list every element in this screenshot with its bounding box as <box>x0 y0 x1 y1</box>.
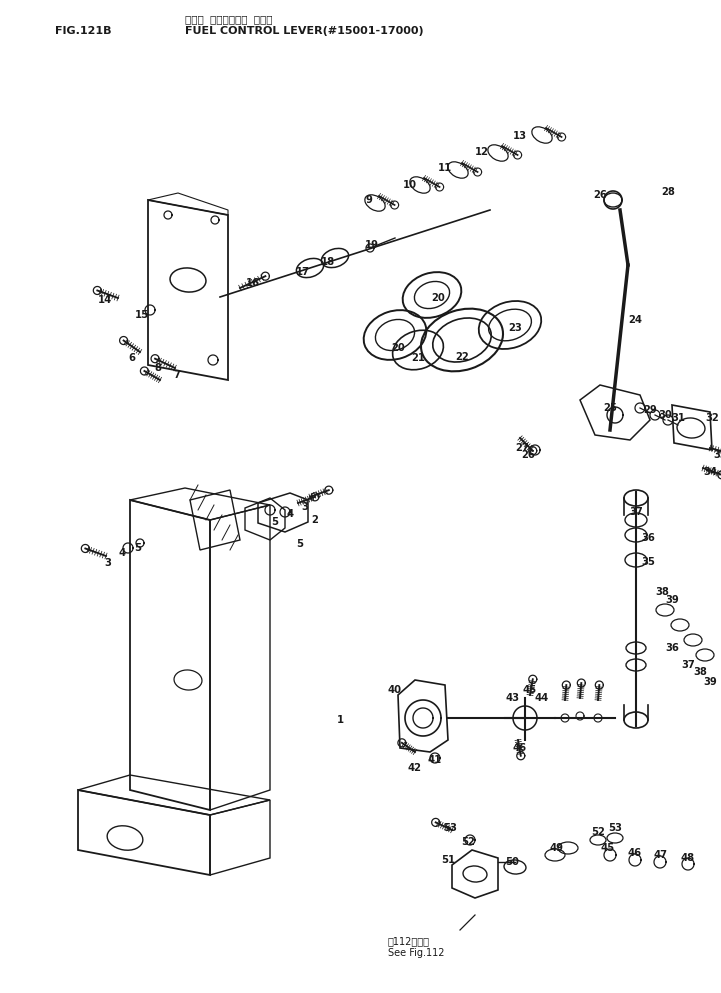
Text: 21: 21 <box>411 353 425 363</box>
Text: 19: 19 <box>365 240 379 250</box>
Text: 47: 47 <box>653 850 667 860</box>
Text: 16: 16 <box>246 278 260 288</box>
Text: 35: 35 <box>641 557 655 567</box>
Text: See Fig.112: See Fig.112 <box>388 948 445 958</box>
Text: 20: 20 <box>391 343 405 353</box>
Text: 33: 33 <box>713 450 721 460</box>
Text: 36: 36 <box>665 643 679 653</box>
Text: 20: 20 <box>431 293 445 303</box>
Text: 52: 52 <box>591 827 605 837</box>
Text: 46: 46 <box>513 743 527 753</box>
Text: 22: 22 <box>455 352 469 362</box>
Text: 37: 37 <box>629 507 643 517</box>
Text: 26: 26 <box>521 450 535 460</box>
Text: 5: 5 <box>272 517 278 527</box>
Text: 25: 25 <box>603 403 617 413</box>
Text: 39: 39 <box>665 595 679 605</box>
Text: 29: 29 <box>643 405 657 415</box>
Text: 42: 42 <box>408 763 422 773</box>
Text: 30: 30 <box>658 410 672 420</box>
Text: 39: 39 <box>703 677 717 687</box>
Text: FUEL CONTROL LEVER(#15001-17000): FUEL CONTROL LEVER(#15001-17000) <box>185 26 424 36</box>
Text: 5: 5 <box>135 543 141 553</box>
Text: 18: 18 <box>321 257 335 267</box>
Text: 53: 53 <box>608 823 622 833</box>
Text: 11: 11 <box>438 163 452 173</box>
Text: 6: 6 <box>128 353 136 363</box>
Text: 38: 38 <box>693 667 707 677</box>
Text: 38: 38 <box>655 587 669 597</box>
Text: 1: 1 <box>337 715 344 725</box>
Text: 13: 13 <box>513 131 527 141</box>
Text: 3: 3 <box>105 558 112 568</box>
Text: 15: 15 <box>135 310 149 320</box>
Text: 53: 53 <box>443 823 457 833</box>
Text: 3: 3 <box>301 502 309 512</box>
Text: 41: 41 <box>428 755 442 765</box>
Text: 8: 8 <box>154 363 162 373</box>
Text: 4: 4 <box>286 509 293 519</box>
Text: 17: 17 <box>296 267 310 277</box>
Text: 9: 9 <box>366 195 373 205</box>
Text: 52: 52 <box>461 837 475 847</box>
Text: 43: 43 <box>505 693 519 703</box>
Text: FIG.121B: FIG.121B <box>55 26 112 36</box>
Text: 28: 28 <box>661 187 675 197</box>
Text: 37: 37 <box>681 660 695 670</box>
Text: 23: 23 <box>508 323 522 333</box>
Text: 46: 46 <box>628 848 642 858</box>
Text: 図112図参照: 図112図参照 <box>388 936 430 946</box>
Text: 4: 4 <box>118 548 125 558</box>
Text: 10: 10 <box>403 180 417 190</box>
Text: 14: 14 <box>98 295 112 305</box>
Text: 48: 48 <box>681 853 695 863</box>
Text: 44: 44 <box>535 693 549 703</box>
Text: 49: 49 <box>549 843 563 853</box>
Text: 34: 34 <box>703 467 717 477</box>
Text: 32: 32 <box>705 413 719 423</box>
Text: 40: 40 <box>388 685 402 695</box>
Text: 31: 31 <box>671 413 685 423</box>
Text: 24: 24 <box>628 315 642 325</box>
Text: 51: 51 <box>441 855 455 865</box>
Text: 45: 45 <box>601 843 615 853</box>
Text: 26: 26 <box>593 190 607 200</box>
Text: 5: 5 <box>296 539 304 549</box>
Text: 2: 2 <box>311 515 319 525</box>
Text: 45: 45 <box>523 685 537 695</box>
Text: 7: 7 <box>174 370 180 380</box>
Text: 27: 27 <box>515 443 529 453</box>
Text: フェル コントロール レバー: フェル コントロール レバー <box>185 14 273 24</box>
Text: 50: 50 <box>505 857 519 867</box>
Text: 36: 36 <box>641 533 655 543</box>
Text: 12: 12 <box>475 147 489 157</box>
